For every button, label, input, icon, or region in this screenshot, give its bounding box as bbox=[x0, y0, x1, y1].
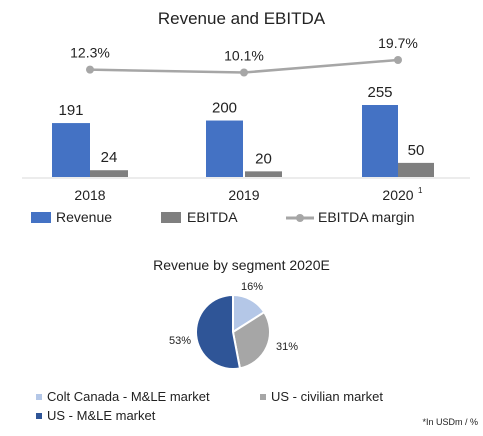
x-tick-superscript-2020: 1 bbox=[418, 186, 423, 195]
x-tick-label-2018: 2018 bbox=[74, 187, 105, 203]
pie-label-us-civilian-market: 31% bbox=[276, 341, 298, 353]
data-label-ebitda-2020: 50 bbox=[408, 142, 425, 159]
bar-revenue-2020 bbox=[362, 105, 398, 177]
pie-group: 16% 31% 53% bbox=[169, 281, 298, 370]
legend-label-us-mle: US - M&LE market bbox=[47, 408, 156, 423]
pie-chart-title: Revenue by segment 2020E bbox=[153, 257, 330, 273]
legend-swatch-us-civilian bbox=[260, 394, 266, 400]
bar-ebitda-2020 bbox=[398, 162, 434, 177]
legend-label-ebitda-margin: EBITDA margin bbox=[318, 209, 414, 225]
legend-label-revenue: Revenue bbox=[56, 209, 112, 225]
data-label-revenue-2018: 191 bbox=[58, 102, 83, 119]
pie-slice-us-civilian-market bbox=[231, 310, 271, 370]
x-tick-label-2019: 2019 bbox=[228, 187, 259, 203]
legend-swatch-margin-marker bbox=[296, 214, 304, 222]
legend-swatch-ebitda bbox=[161, 212, 181, 223]
legend-swatch-revenue bbox=[31, 212, 51, 223]
pie-chart-legend: Colt Canada - M&LE market US - civilian … bbox=[36, 389, 383, 423]
legend-swatch-colt-canada bbox=[36, 394, 42, 400]
chart-title: Revenue and EBITDA bbox=[158, 9, 326, 28]
data-label-revenue-2020: 255 bbox=[367, 84, 392, 101]
data-label-ebitda-2019: 20 bbox=[255, 150, 272, 167]
x-tick-label-2020: 2020 bbox=[382, 187, 413, 203]
margin-line-group: 12.3% 10.1% 19.7% bbox=[70, 35, 418, 77]
x-tick-labels: 2018 2019 2020 1 bbox=[74, 186, 423, 203]
bar-revenue-2019 bbox=[206, 120, 243, 177]
bars-group: 191 24 200 20 255 50 bbox=[52, 84, 434, 177]
legend-label-us-civilian: US - civilian market bbox=[271, 389, 383, 404]
margin-point-2018 bbox=[86, 65, 94, 74]
margin-label-2019: 10.1% bbox=[224, 48, 264, 64]
legend-label-colt-canada: Colt Canada - M&LE market bbox=[47, 389, 210, 404]
bar-revenue-2018 bbox=[52, 123, 90, 177]
legend-swatch-us-mle bbox=[36, 413, 42, 419]
footnote: *In USDm / % bbox=[422, 417, 478, 427]
data-label-revenue-2019: 200 bbox=[212, 100, 237, 117]
margin-point-2019 bbox=[240, 68, 248, 77]
pie-label-colt-canada-m-le-market: 16% bbox=[241, 281, 263, 293]
pie-label-us-m-le-market: 53% bbox=[169, 335, 191, 347]
margin-point-2020 bbox=[394, 56, 402, 64]
data-label-ebitda-2018: 24 bbox=[101, 149, 118, 166]
legend-label-ebitda: EBITDA bbox=[187, 209, 238, 225]
bar-ebitda-2018 bbox=[90, 170, 128, 177]
margin-label-2018: 12.3% bbox=[70, 45, 110, 61]
bar-ebitda-2019 bbox=[245, 171, 282, 177]
pie-slice-us-m-le-market bbox=[195, 293, 242, 370]
bar-chart-legend: Revenue EBITDA EBITDA margin bbox=[31, 209, 414, 225]
margin-label-2020: 19.7% bbox=[378, 35, 418, 51]
